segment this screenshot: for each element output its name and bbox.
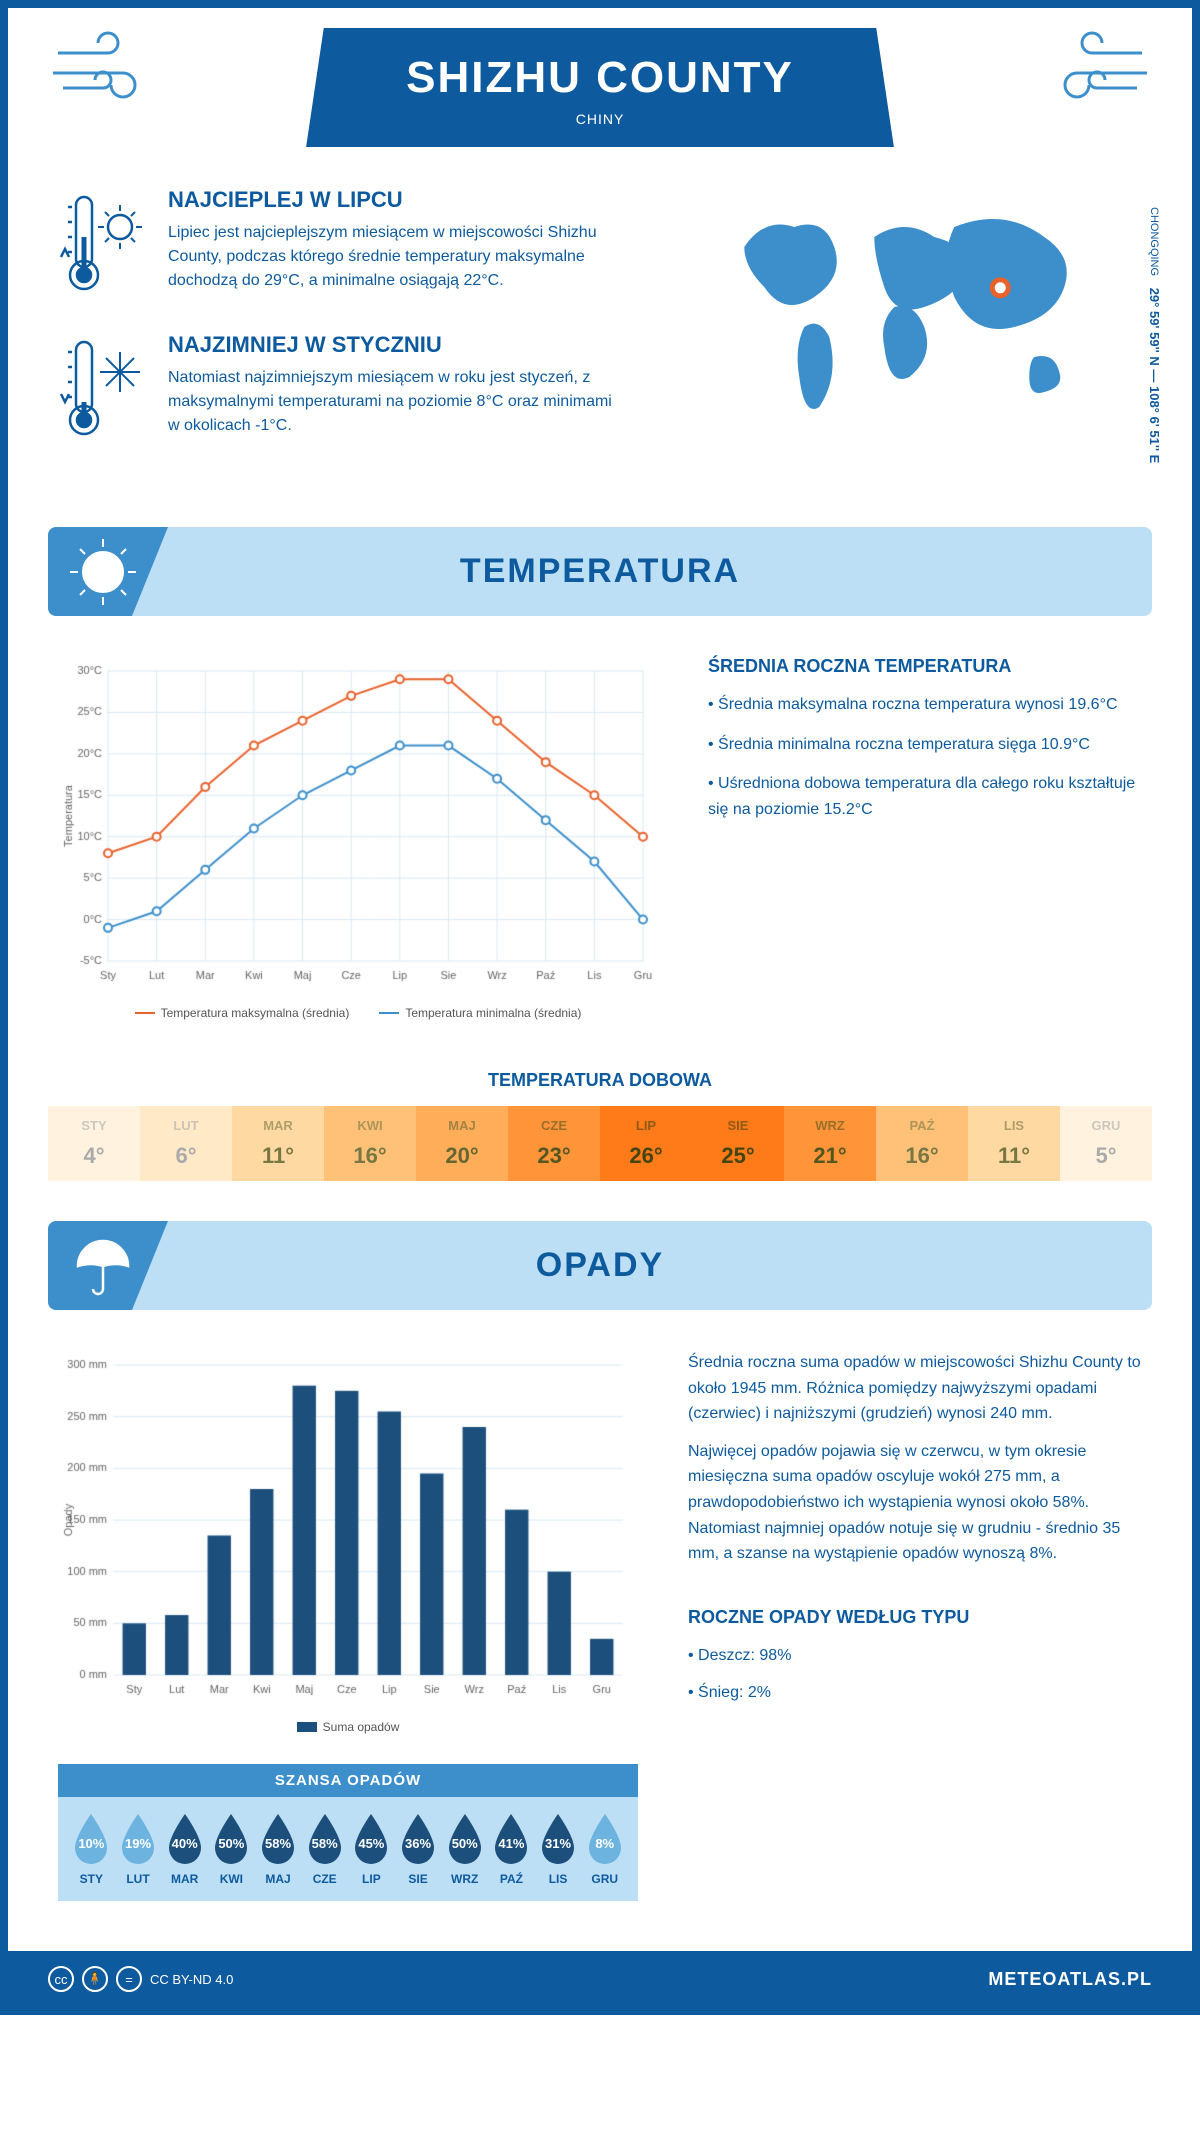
precipitation-chart: Suma opadów SZANSA OPADÓW 10%STY19%LUT40… bbox=[58, 1350, 638, 1901]
rain-drop-cell: 41%PAŹ bbox=[488, 1812, 535, 1886]
coldest-text: Natomiast najzimniejszym miesiącem w rok… bbox=[168, 366, 627, 438]
daily-temp-cell: WRZ21° bbox=[784, 1106, 876, 1181]
rain-drop-cell: 40%MAR bbox=[161, 1812, 208, 1886]
page-title: SHIZHU COUNTY bbox=[406, 53, 794, 103]
daily-temp-cell: STY4° bbox=[48, 1106, 140, 1181]
daily-temp-cell: SIE25° bbox=[692, 1106, 784, 1181]
precip-para1: Średnia roczna suma opadów w miejscowośc… bbox=[688, 1350, 1142, 1427]
rain-drop-cell: 50%KWI bbox=[208, 1812, 255, 1886]
region-label: CHONGQING bbox=[1148, 207, 1160, 276]
rain-drop-cell: 58%MAJ bbox=[255, 1812, 302, 1886]
rain-drop-cell: 31%LIS bbox=[535, 1812, 582, 1886]
title-banner: SHIZHU COUNTY CHINY bbox=[306, 28, 894, 147]
page-subtitle: CHINY bbox=[406, 111, 794, 127]
info-section: NAJCIEPLEJ W LIPCU Lipiec jest najcieple… bbox=[8, 157, 1192, 507]
temp-info-bullet: • Średnia minimalna roczna temperatura s… bbox=[708, 732, 1142, 758]
rain-chance-title: SZANSA OPADÓW bbox=[58, 1764, 638, 1797]
temperature-heading: TEMPERATURA bbox=[88, 552, 1112, 591]
precipitation-info: Średnia roczna suma opadów w miejscowośc… bbox=[688, 1350, 1142, 1901]
temperature-chart: Temperatura maksymalna (średnia) Tempera… bbox=[58, 656, 658, 1020]
warmest-text: Lipiec jest najcieplejszym miesiącem w m… bbox=[168, 221, 627, 293]
daily-temp-cell: CZE23° bbox=[508, 1106, 600, 1181]
legend-precip-label: Suma opadów bbox=[323, 1720, 400, 1734]
warmest-title: NAJCIEPLEJ W LIPCU bbox=[168, 187, 627, 213]
temperature-info: ŚREDNIA ROCZNA TEMPERATURA • Średnia mak… bbox=[708, 656, 1142, 1020]
rain-drop-cell: 58%CZE bbox=[301, 1812, 348, 1886]
daily-temp-row: STY4°LUT6°MAR11°KWI16°MAJ20°CZE23°LIP26°… bbox=[48, 1106, 1152, 1181]
warmest-block: NAJCIEPLEJ W LIPCU Lipiec jest najcieple… bbox=[58, 187, 627, 302]
rain-drop-cell: 36%SIE bbox=[395, 1812, 442, 1886]
daily-temp-title: TEMPERATURA DOBOWA bbox=[8, 1070, 1192, 1091]
header: SHIZHU COUNTY CHINY bbox=[8, 8, 1192, 157]
rain-chance-panel: SZANSA OPADÓW 10%STY19%LUT40%MAR50%KWI58… bbox=[58, 1764, 638, 1901]
cc-icon: cc bbox=[48, 1966, 74, 1992]
wind-icon-left bbox=[48, 28, 168, 108]
precip-legend: Suma opadów bbox=[58, 1720, 638, 1734]
daily-temp-cell: MAR11° bbox=[232, 1106, 324, 1181]
thermometer-hot-icon bbox=[58, 187, 148, 302]
legend-min-label: Temperatura minimalna (średnia) bbox=[405, 1006, 581, 1020]
daily-temp-cell: MAJ20° bbox=[416, 1106, 508, 1181]
footer: cc 🧍 = CC BY-ND 4.0 METEOATLAS.PL bbox=[8, 1951, 1192, 2007]
precip-type-item: • Śnieg: 2% bbox=[688, 1680, 1142, 1706]
temp-legend: Temperatura maksymalna (średnia) Tempera… bbox=[58, 1006, 658, 1020]
daily-temp-cell: LIP26° bbox=[600, 1106, 692, 1181]
by-icon: 🧍 bbox=[82, 1966, 108, 1992]
temp-info-bullet: • Średnia maksymalna roczna temperatura … bbox=[708, 692, 1142, 718]
footer-brand: METEOATLAS.PL bbox=[988, 1969, 1152, 1990]
precipitation-section-banner: OPADY bbox=[48, 1221, 1152, 1310]
daily-temp-cell: LIS11° bbox=[968, 1106, 1060, 1181]
rain-drop-cell: 50%WRZ bbox=[441, 1812, 488, 1886]
temperature-section-banner: TEMPERATURA bbox=[48, 527, 1152, 616]
temp-info-bullet: • Uśredniona dobowa temperatura dla całe… bbox=[708, 771, 1142, 822]
world-map bbox=[667, 187, 1142, 427]
daily-temp-cell: LUT6° bbox=[140, 1106, 232, 1181]
precip-type-title: ROCZNE OPADY WEDŁUG TYPU bbox=[688, 1607, 1142, 1628]
license-block: cc 🧍 = CC BY-ND 4.0 bbox=[48, 1966, 233, 1992]
license-text: CC BY-ND 4.0 bbox=[150, 1972, 233, 1987]
daily-temp-cell: KWI16° bbox=[324, 1106, 416, 1181]
temp-info-title: ŚREDNIA ROCZNA TEMPERATURA bbox=[708, 656, 1142, 677]
umbrella-icon bbox=[68, 1231, 138, 1301]
legend-max-label: Temperatura maksymalna (średnia) bbox=[161, 1006, 350, 1020]
coords-value: 29° 59' 59'' N — 108° 6' 51'' E bbox=[1147, 288, 1162, 464]
wind-icon-right bbox=[1032, 28, 1152, 108]
sun-icon bbox=[68, 537, 138, 607]
precip-type-item: • Deszcz: 98% bbox=[688, 1643, 1142, 1669]
coldest-title: NAJZIMNIEJ W STYCZNIU bbox=[168, 332, 627, 358]
coordinates: CHONGQING 29° 59' 59'' N — 108° 6' 51'' … bbox=[1147, 207, 1162, 463]
coldest-block: NAJZIMNIEJ W STYCZNIU Natomiast najzimni… bbox=[58, 332, 627, 447]
precip-para2: Najwięcej opadów pojawia się w czerwcu, … bbox=[688, 1439, 1142, 1567]
thermometer-cold-icon bbox=[58, 332, 148, 447]
daily-temp-cell: PAŹ16° bbox=[876, 1106, 968, 1181]
rain-drop-cell: 19%LUT bbox=[115, 1812, 162, 1886]
daily-temp-cell: GRU5° bbox=[1060, 1106, 1152, 1181]
rain-drop-cell: 45%LIP bbox=[348, 1812, 395, 1886]
precipitation-heading: OPADY bbox=[88, 1246, 1112, 1285]
rain-drop-cell: 8%GRU bbox=[581, 1812, 628, 1886]
rain-drop-cell: 10%STY bbox=[68, 1812, 115, 1886]
nd-icon: = bbox=[116, 1966, 142, 1992]
